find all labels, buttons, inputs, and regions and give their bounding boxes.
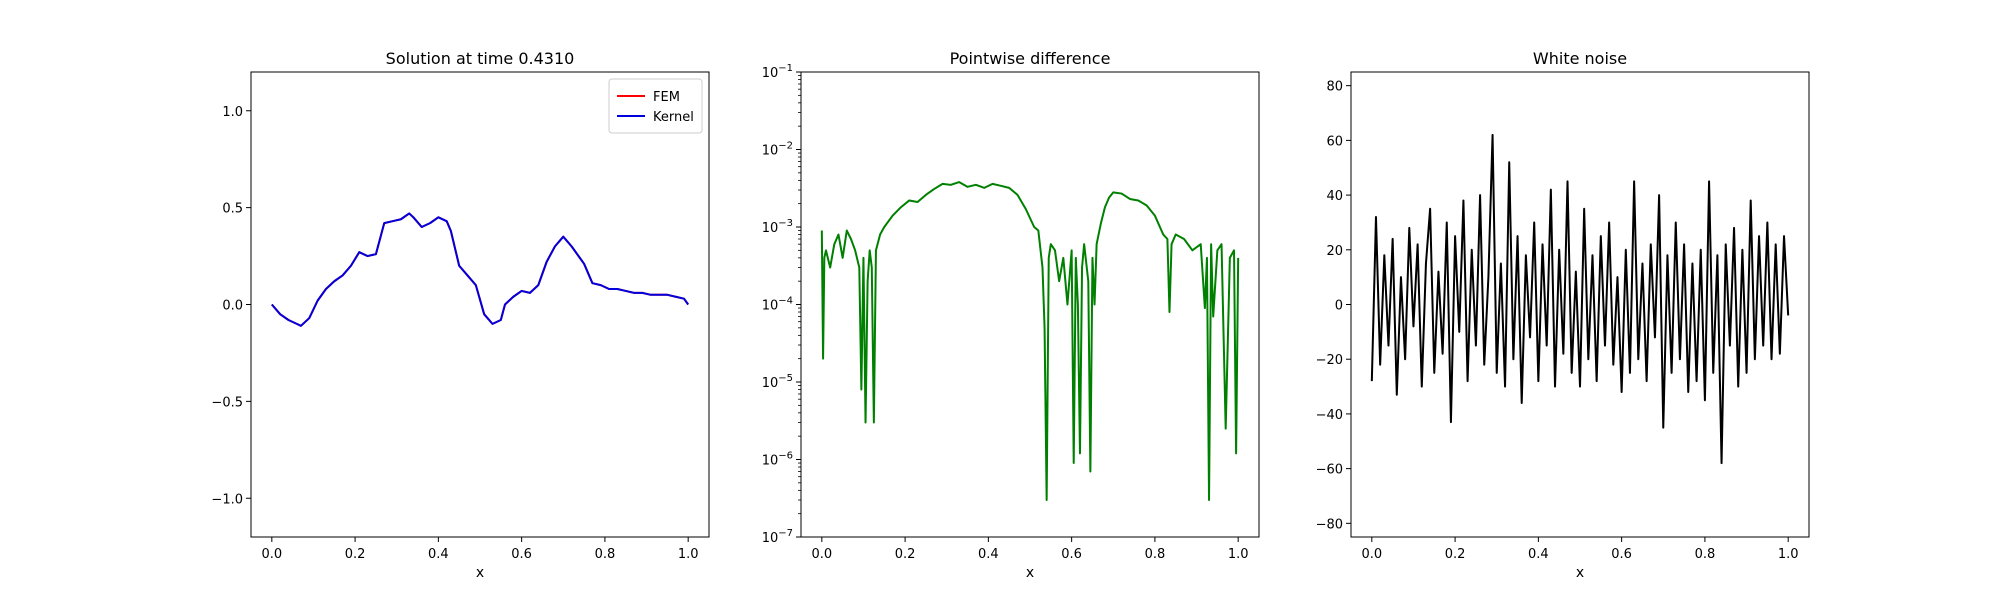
x-tick-label: 0.6: [511, 547, 532, 562]
x-tick-label: 0.6: [1611, 547, 1632, 562]
x-tick-label: 0.2: [895, 547, 916, 562]
y-tick-label: −60: [1316, 463, 1343, 478]
x-tick-label: 0.4: [428, 547, 449, 562]
x-tick-label: 0.0: [1361, 547, 1382, 562]
subplot-2: 0.0 0.2 0.4 0.6 0.8 1.0 10−7 10−6 10−5 10−4 10−3 10…: [762, 49, 1260, 581]
y-tick-label: 10−7: [762, 528, 793, 546]
legend: FEM Kernel: [608, 78, 703, 134]
x-tick-label: 0.8: [1145, 547, 1166, 562]
subplot-1: 0.0 0.2 0.4 0.6 0.8 1.0 −1.0 −0.5 0.0 0.5 1.0 Solut…: [211, 49, 710, 581]
x-tick-label: 0.2: [1445, 547, 1466, 562]
y-tick-label: 1.0: [222, 105, 243, 120]
x-tick-label: 0.2: [345, 547, 366, 562]
y-tick-label: 10−6: [762, 451, 793, 469]
y-tick-label: 0.5: [222, 202, 243, 217]
x-axis-label: x: [1576, 565, 1584, 581]
legend-label-fem: FEM: [653, 90, 680, 105]
series-line-kernel: [271, 212, 689, 327]
y-tick-label: 10−4: [762, 296, 793, 314]
x-tick-label: 0.0: [261, 547, 282, 562]
x-tick-label: 0.4: [978, 547, 999, 562]
y-tick-label: 40: [1326, 189, 1343, 204]
x-tick-label: 1.0: [678, 547, 699, 562]
y-tick-label: −1.0: [211, 492, 243, 507]
subplot-3: 0.0 0.2 0.4 0.6 0.8 1.0 −80 −60 −40 −20 0 20 40 60 80 W…: [1316, 49, 1810, 581]
subplot-title: Pointwise difference: [950, 49, 1111, 68]
x-tick-label: 0.6: [1061, 547, 1082, 562]
x-tick-label: 1.0: [1778, 547, 1799, 562]
legend-box: [608, 78, 703, 134]
legend-label-kernel: Kernel: [653, 110, 694, 125]
x-tick-label: 0.4: [1528, 547, 1549, 562]
x-axis-label: x: [1026, 565, 1034, 581]
y-tick-label: 0.0: [222, 299, 243, 314]
y-tick-label: 10−2: [762, 141, 793, 159]
y-tick-label: 60: [1326, 134, 1343, 149]
x-tick-label: 0.0: [811, 547, 832, 562]
axes-frame: [800, 71, 1260, 538]
x-tick-label: 1.0: [1228, 547, 1249, 562]
subplot-title: White noise: [1533, 49, 1627, 68]
y-tick-label: −80: [1316, 517, 1343, 532]
y-tick-label: 10−1: [762, 63, 793, 81]
series-line-1: [1370, 133, 1790, 465]
y-tick-label: 10−3: [762, 218, 793, 236]
subplot-title: Solution at time 0.4310: [386, 49, 575, 68]
x-axis-label: x: [476, 565, 484, 581]
series-line-fem: [271, 212, 689, 327]
series-line-1: [820, 181, 1240, 502]
y-tick-label: −0.5: [211, 395, 243, 410]
axes-frame: [250, 71, 710, 538]
y-tick-label: −20: [1316, 353, 1343, 368]
y-tick-label: −40: [1316, 408, 1343, 423]
x-tick-label: 0.8: [1695, 547, 1716, 562]
x-tick-label: 0.8: [595, 547, 616, 562]
y-tick-label: 80: [1326, 80, 1343, 95]
y-tick-label: 0: [1335, 299, 1343, 314]
y-tick-label: 10−5: [762, 373, 793, 391]
y-tick-label: 20: [1326, 244, 1343, 259]
